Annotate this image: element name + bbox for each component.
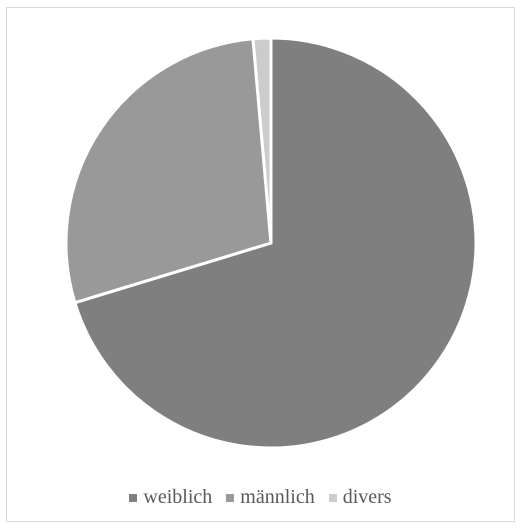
legend-swatch-weiblich xyxy=(129,493,138,502)
legend-swatch-maennlich xyxy=(226,493,235,502)
pie-chart xyxy=(64,36,478,450)
legend-swatch-divers xyxy=(328,493,337,502)
chart-area: weiblich männlich divers xyxy=(6,7,515,522)
legend-label-maennlich: männlich xyxy=(240,486,315,508)
legend-item-weiblich: weiblich xyxy=(129,486,212,509)
pie-slice-maennlich xyxy=(64,37,273,305)
legend-item-maennlich: männlich xyxy=(226,486,315,509)
legend-label-divers: divers xyxy=(342,486,392,508)
legend-label-weiblich: weiblich xyxy=(143,486,213,508)
pie-slice-divers xyxy=(251,36,273,245)
legend: weiblich männlich divers xyxy=(7,486,514,509)
legend-item-divers: divers xyxy=(328,486,392,509)
pie-slice-weiblich xyxy=(73,36,478,450)
